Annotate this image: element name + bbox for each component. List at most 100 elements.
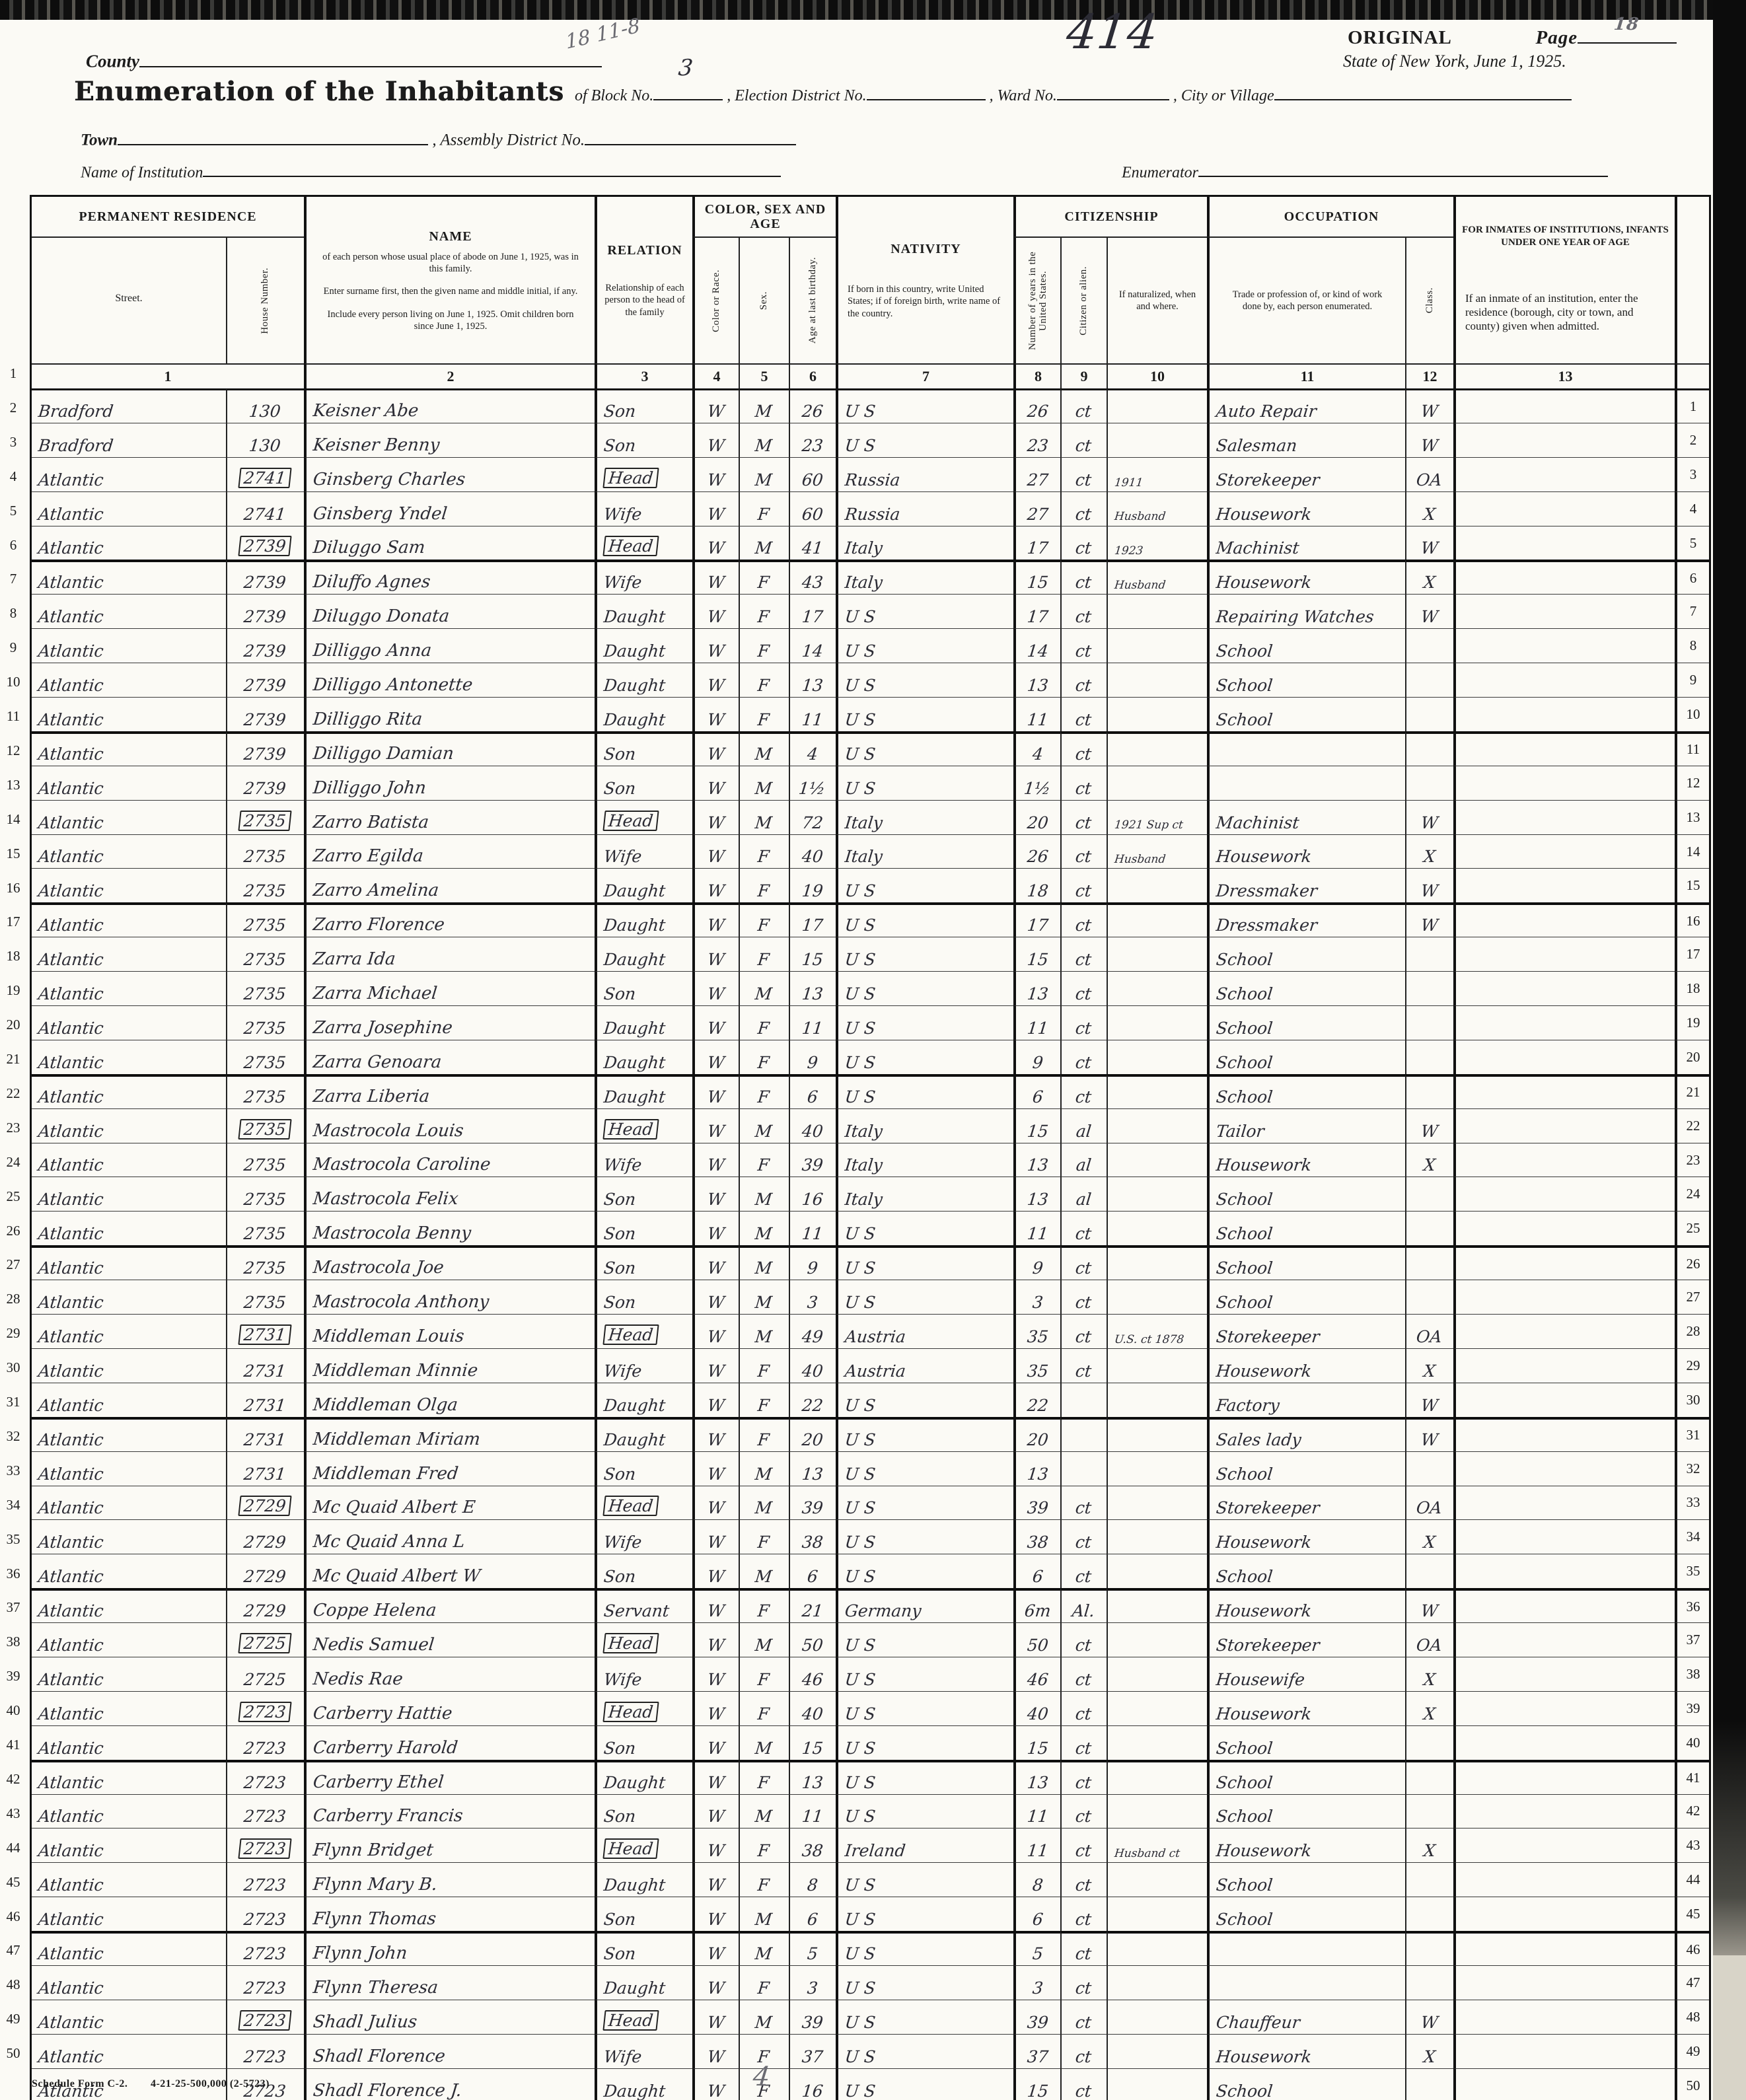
cell-class: X [1405,1690,1453,1725]
left-row-number: 29 [6,1325,20,1342]
cell-street: Atlantic [32,1314,226,1348]
cell-occupation: School [1207,1245,1405,1280]
left-row-number: 22 [6,1085,20,1101]
cell-class [1405,1177,1453,1212]
cell-house: 2739 [226,663,304,698]
cell-house: 2735 [226,1039,304,1074]
cell-nativity: U S [836,1897,1013,1932]
cell-occupation: Machinist [1207,799,1405,834]
cell-relation: Son [595,1725,692,1760]
cell-color: W [692,1690,739,1725]
left-row-number: 17 [6,914,20,930]
cell-class [1405,2068,1453,2100]
cell-relation: Daught [595,1416,692,1451]
cell-class: W [1405,1999,1453,2034]
ward-label: , Ward No. [989,87,1057,104]
cell-naturalized [1107,1793,1207,1828]
cell-years: 37 [1013,2033,1060,2068]
cell-nativity: U S [836,1999,1013,2034]
cell-age: 6 [789,1897,836,1932]
cell-row-number: 50 [1675,2068,1709,2100]
cell-row-number: 22 [1675,1108,1709,1143]
cell-nativity: U S [836,937,1013,972]
cell-name: Dilliggo Damian [304,731,595,766]
cell-naturalized [1107,1039,1207,1074]
cell-street: Atlantic [32,937,226,971]
cell-years: 26 [1013,834,1060,869]
cell-color: W [692,1280,739,1315]
cell-class [1405,1965,1453,2000]
cell-age: 17 [789,594,836,629]
cell-street: Atlantic [32,1416,226,1451]
cell-street: Atlantic [32,1108,226,1143]
cell-nativity: U S [836,594,1013,629]
county-line: County [86,46,602,72]
cell-name: Mc Quaid Albert E [304,1485,595,1520]
cell-house: 130 [226,422,304,457]
cell-color: W [692,1965,739,2000]
cell-relation: Son [595,1177,692,1212]
left-row-number: 50 [6,2045,20,2062]
cell-age: 3 [789,1280,836,1315]
cell-class [1405,697,1453,731]
cell-age: 38 [789,1519,836,1554]
cell-sex: F [739,594,789,629]
cell-age: 8 [789,1862,836,1897]
cell-class: X [1405,1828,1453,1863]
cell-citizen: ct [1060,1554,1107,1589]
cell-color: W [692,1759,739,1794]
cell-nativity: U S [836,697,1013,731]
cell-citizen: ct [1060,1656,1107,1691]
left-row-number: 12 [6,742,20,758]
cell-years: 27 [1013,456,1060,491]
cell-naturalized [1107,1999,1207,2034]
cell-naturalized [1107,1931,1207,1965]
state-line: State of New York, June 1, 1925. [1343,52,1566,71]
cell-nativity: U S [836,1519,1013,1554]
cell-sex: M [739,1622,789,1657]
left-row-number: 47 [6,1942,20,1959]
cell-nativity: U S [836,1005,1013,1040]
cell-relation: Head [595,1690,692,1725]
cell-years: 14 [1013,628,1060,663]
cell-name: Zarra Ida [304,937,595,972]
cell-years: 8 [1013,1862,1060,1897]
cell-name: Shadl Julius [304,1999,595,2034]
cell-color: W [692,1622,739,1657]
cell-naturalized [1107,1965,1207,2000]
cell-occupation: Housework [1207,1828,1405,1863]
cell-street: Atlantic [32,456,226,491]
cell-name: Flynn Theresa [304,1965,595,2000]
cell-sex: F [739,1690,789,1725]
left-row-number: 45 [6,1873,20,1890]
cell-street: Atlantic [32,594,226,628]
cell-age: 17 [789,902,836,937]
cell-street: Atlantic [32,628,226,663]
cell-sex: M [739,765,789,800]
cell-house: 2735 [226,834,304,869]
cell-naturalized: Husband ct [1107,1828,1207,1863]
cell-color: W [692,628,739,663]
cell-age: 40 [789,834,836,869]
left-row-number: 38 [6,1634,20,1650]
cell-citizen: ct [1060,2068,1107,2100]
title-line: Enumeration of the Inhabitants of Block … [74,55,1572,107]
subcol-years-in-us: Number of years in the United States. [1013,236,1060,363]
cell-name: Middleman Minnie [304,1348,595,1383]
cell-occupation: School [1207,1793,1405,1828]
cell-age: 41 [789,525,836,560]
cell-color: W [692,1485,739,1520]
colnum-4: 4 [692,363,739,388]
cell-nativity: U S [836,2033,1013,2068]
cell-row-number: 13 [1675,799,1709,834]
cell-inmates [1453,1382,1675,1417]
cell-house: 2723 [226,1897,304,1932]
cell-class [1405,1554,1453,1589]
cell-sex: M [739,1280,789,1315]
cell-class: W [1405,422,1453,457]
cell-age: 13 [789,1451,836,1486]
cell-citizen [1060,1416,1107,1451]
cell-class: W [1405,868,1453,903]
cell-sex: F [739,1142,789,1177]
